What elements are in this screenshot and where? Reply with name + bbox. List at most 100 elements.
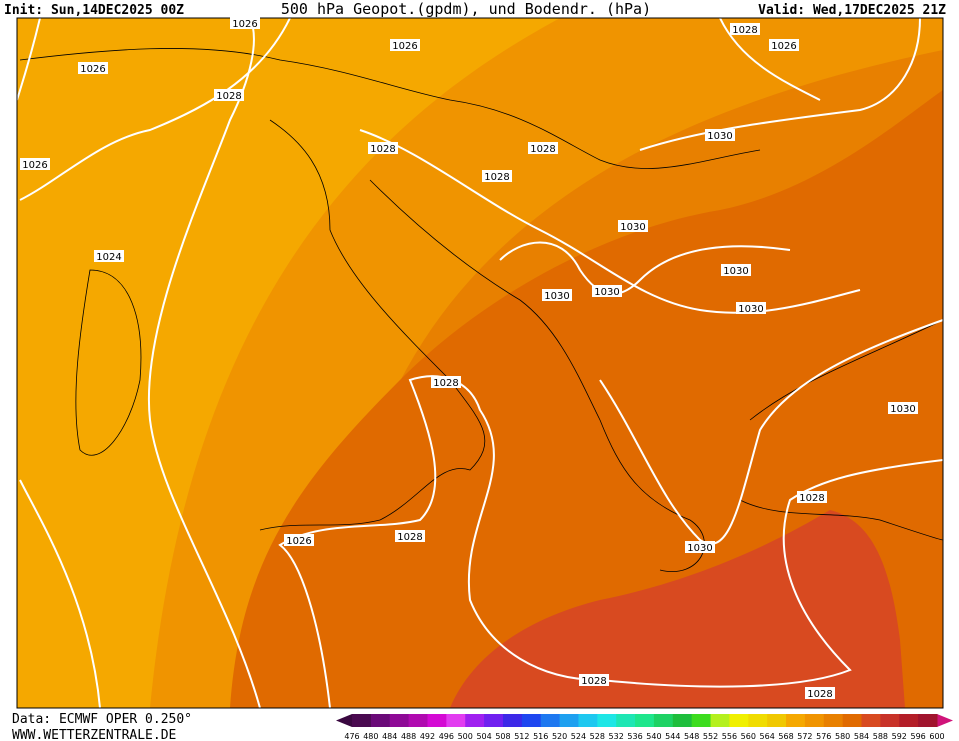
isobar-label: 1030 bbox=[618, 220, 648, 233]
colorbar-cell bbox=[748, 714, 768, 727]
isobar-label-text: 1026 bbox=[232, 19, 257, 30]
isobar-label: 1028 bbox=[431, 376, 461, 389]
colorbar-cell bbox=[729, 714, 749, 727]
isobar-label: 1026 bbox=[78, 62, 108, 75]
colorbar-cell bbox=[465, 714, 485, 727]
colorbar-label: 584 bbox=[854, 732, 869, 741]
colorbar-cell bbox=[540, 714, 561, 727]
isobar-label-box bbox=[528, 142, 558, 154]
map-title: 500 hPa Geopot.(gpdm), und Bodendr. (hPa… bbox=[281, 0, 651, 18]
colorbar-label: 600 bbox=[929, 732, 944, 741]
isobar-label-box bbox=[395, 530, 425, 542]
isobar-label: 1026 bbox=[390, 39, 420, 52]
isobar-label-box bbox=[78, 62, 108, 74]
colorbar-cell bbox=[804, 714, 825, 727]
isobar-label-text: 1030 bbox=[723, 266, 748, 277]
isobar-label-box bbox=[482, 170, 512, 182]
colorbar-cell bbox=[899, 714, 919, 727]
colorbar-cell bbox=[767, 714, 787, 727]
isobar-label-text: 1028 bbox=[581, 676, 606, 687]
isobar-label-text: 1024 bbox=[96, 252, 121, 263]
colorbar-label: 532 bbox=[609, 732, 624, 741]
isobar-label-text: 1030 bbox=[620, 222, 645, 233]
isobar-label-box bbox=[390, 39, 420, 51]
colorbar-cell bbox=[710, 714, 730, 727]
colorbar-label: 580 bbox=[835, 732, 850, 741]
isobar-label-box bbox=[592, 285, 622, 297]
colorbar-cell bbox=[578, 714, 598, 727]
isobar-label-box bbox=[685, 541, 715, 553]
isobar-label: 1028 bbox=[797, 491, 827, 504]
colorbar-arrow-left bbox=[336, 714, 352, 727]
isobar-label-text: 1026 bbox=[22, 160, 47, 171]
isobar-label-box bbox=[721, 264, 751, 276]
isobar-label-text: 1030 bbox=[594, 287, 619, 298]
isobar-label-box bbox=[579, 674, 609, 686]
isobar-label: 1026 bbox=[230, 17, 260, 30]
colorbar-cell bbox=[521, 714, 542, 727]
colorbar-cell bbox=[918, 714, 938, 727]
isobar-label-text: 1026 bbox=[286, 536, 311, 547]
colorbar-label: 596 bbox=[910, 732, 925, 741]
colorbar-cell bbox=[446, 714, 466, 727]
isobar-label: 1030 bbox=[592, 285, 622, 298]
isobar-label-box bbox=[736, 302, 766, 314]
website: WWW.WETTERZENTRALE.DE bbox=[12, 728, 176, 741]
colorbar-label: 556 bbox=[722, 732, 737, 741]
isobar-label-box bbox=[230, 17, 260, 29]
colorbar-label: 488 bbox=[401, 732, 416, 741]
colorbar-cell bbox=[635, 714, 655, 727]
isobar-label: 1026 bbox=[284, 534, 314, 547]
isobar-label-text: 1028 bbox=[216, 91, 241, 102]
isobar-label-text: 1028 bbox=[370, 144, 395, 155]
colorbar: 476 480 484 488 492 496 500 504 508 512 516 520 524 5… bbox=[336, 714, 953, 741]
map bbox=[16, 17, 944, 709]
colorbar-cell bbox=[880, 714, 900, 727]
isobar-label-box bbox=[284, 534, 314, 546]
isobar-label-box bbox=[730, 23, 760, 35]
colorbar-cell bbox=[559, 714, 579, 727]
init-time: Init: Sun,14DEC2025 00Z bbox=[4, 3, 184, 18]
valid-time: Valid: Wed,17DEC2025 21Z bbox=[758, 3, 946, 18]
colorbar-label: 524 bbox=[571, 732, 586, 741]
isobar-label-text: 1028 bbox=[397, 532, 422, 543]
colorbar-label: 492 bbox=[420, 732, 435, 741]
isobars bbox=[17, 18, 943, 708]
colorbar-cell bbox=[842, 714, 863, 727]
isobar-label-text: 1026 bbox=[771, 41, 796, 52]
colorbar-label: 508 bbox=[495, 732, 510, 741]
colorbar-label: 552 bbox=[703, 732, 718, 741]
isobar-label-text: 1028 bbox=[484, 172, 509, 183]
isobar-labels: 1026 1026 1026 1028 1026 1028 1028 1028 1028 1026… bbox=[20, 17, 918, 700]
colorbar-label: 544 bbox=[665, 732, 680, 741]
colorbar-arrow-right bbox=[937, 714, 953, 727]
isobar-label: 1028 bbox=[579, 674, 609, 687]
isobar-label-text: 1030 bbox=[707, 131, 732, 142]
colorbar-cell bbox=[484, 714, 504, 727]
isobar-label: 1026 bbox=[20, 158, 50, 171]
isobar-label-text: 1026 bbox=[392, 41, 417, 52]
isobar-label: 1024 bbox=[94, 250, 124, 263]
colorbar-label: 516 bbox=[533, 732, 548, 741]
colorbar-cell bbox=[427, 714, 447, 727]
isobar-label-text: 1028 bbox=[807, 689, 832, 700]
isobar-label: 1030 bbox=[705, 129, 735, 142]
isobar-label-text: 1026 bbox=[80, 64, 105, 75]
colorbar-cell bbox=[389, 714, 410, 727]
colorbar-label: 496 bbox=[439, 732, 454, 741]
isobar-label-text: 1028 bbox=[433, 378, 458, 389]
colorbar-label: 592 bbox=[892, 732, 907, 741]
isobar-label-box bbox=[769, 39, 799, 51]
isobar-label-text: 1030 bbox=[687, 543, 712, 554]
colorbar-label: 500 bbox=[458, 732, 473, 741]
colorbar-label: 576 bbox=[816, 732, 831, 741]
isobar-label: 1030 bbox=[542, 289, 572, 302]
isobar-label: 1028 bbox=[528, 142, 558, 155]
isobar-label-text: 1028 bbox=[799, 493, 824, 504]
colorbar-label: 560 bbox=[741, 732, 756, 741]
colorbar-label: 572 bbox=[797, 732, 812, 741]
colorbar-cell bbox=[786, 714, 806, 727]
colorbar-label: 504 bbox=[476, 732, 491, 741]
isobar-label-box bbox=[618, 220, 648, 232]
